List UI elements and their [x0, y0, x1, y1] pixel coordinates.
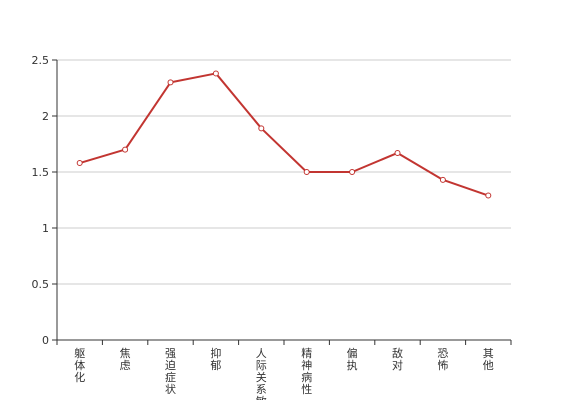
x-tick-label-6: 偏执 [347, 346, 358, 372]
data-point-4 [258, 125, 265, 132]
y-tick-label-1: 0.5 [32, 278, 50, 291]
y-tick-label-4: 2 [42, 110, 49, 123]
data-point-7 [394, 149, 401, 156]
x-tick-label-2: 强迫症状 [165, 347, 176, 396]
y-axis: 0 0.5 1 1.5 2 2.5 [32, 54, 58, 347]
data-point-1 [122, 146, 129, 153]
x-tick-label-8: 恐怖 [437, 347, 448, 372]
data-point-3 [212, 70, 219, 77]
data-point-5 [303, 169, 310, 175]
x-tick-label-9: 其他 [483, 347, 494, 372]
data-point-8 [439, 176, 446, 183]
x-tick-label-5: 精神病性 [301, 347, 312, 396]
data-point-6 [349, 169, 356, 175]
y-tick-label-5: 2.5 [32, 54, 50, 67]
data-point-0 [76, 160, 83, 167]
x-axis: 躯体化 焦虑 强迫症状 抑郁 人际关系敏感 精神病性 偏执 敌对 恐怖 其他 [56, 339, 512, 400]
data-point-2 [167, 79, 174, 86]
series-group [76, 70, 492, 199]
x-tick-label-0: 躯体化 [74, 347, 85, 384]
x-tick-label-7: 敌对 [392, 346, 403, 372]
x-tick-label-4: 人际关系敏感 [256, 347, 267, 400]
data-point-9 [485, 192, 492, 199]
series-line-0 [79, 72, 489, 197]
grid-lines [57, 59, 511, 285]
y-tick-label-3: 1.5 [32, 166, 50, 179]
x-tick-label-3: 抑郁 [210, 346, 221, 372]
y-tick-label-0: 0 [42, 334, 49, 347]
y-tick-label-2: 1 [42, 222, 49, 235]
x-tick-label-1: 焦虑 [120, 347, 131, 372]
